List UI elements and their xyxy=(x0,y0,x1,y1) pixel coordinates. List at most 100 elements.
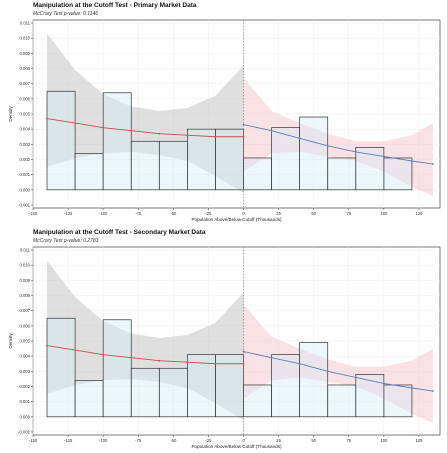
histogram-bar xyxy=(271,354,301,418)
histogram-bar xyxy=(74,153,104,191)
chart-panel-primary: Manipulation at the Cutoff Test - Primar… xyxy=(0,0,447,226)
y-tick-label: 0.003 xyxy=(20,369,31,374)
y-tick-label: 0.002 xyxy=(20,384,31,389)
y-tick-label: -0.001 xyxy=(18,202,31,207)
y-tick-label: 0.005 xyxy=(20,112,31,117)
histogram-bar xyxy=(187,128,216,191)
y-tick-label: 0.007 xyxy=(20,308,31,313)
fit-line-right-point xyxy=(326,370,329,373)
x-tick-label: 0 xyxy=(242,438,245,443)
fit-line-left-point xyxy=(158,359,161,362)
fit-line-left-point xyxy=(214,362,217,365)
fit-line-left-point xyxy=(214,135,217,138)
y-tick-label: 0.000 xyxy=(20,187,31,192)
histogram-bar xyxy=(327,157,357,191)
fit-line-right-point xyxy=(432,390,434,392)
y-tick-label: 0.004 xyxy=(20,354,31,359)
histogram-bar xyxy=(74,380,104,418)
y-tick-label: 0.011 xyxy=(20,21,31,26)
x-tick-label: 50 xyxy=(311,438,316,443)
fit-line-right-point xyxy=(382,155,385,158)
histogram-bar xyxy=(215,128,244,191)
x-tick-label: -100 xyxy=(99,211,108,216)
histogram-bar xyxy=(46,90,76,191)
x-tick-label: -75 xyxy=(135,438,142,443)
fit-line-right-point xyxy=(298,362,301,365)
y-tick-label: 0.004 xyxy=(20,127,31,132)
x-tick-label: 75 xyxy=(346,211,351,216)
x-tick-label: 125 xyxy=(415,211,423,216)
histogram-bar xyxy=(130,140,160,191)
x-tick-label: -125 xyxy=(64,211,73,216)
fit-line-right-point xyxy=(242,123,245,126)
histogram-bar xyxy=(158,367,188,418)
y-tick-label: 0.009 xyxy=(20,278,31,283)
chart-subtitle: McCrary Test p-value: 0.1146 xyxy=(33,11,99,17)
x-tick-label: 100 xyxy=(380,211,388,216)
x-tick-label: 125 xyxy=(415,438,423,443)
histogram-bar xyxy=(102,319,132,418)
y-tick-label: 0.007 xyxy=(20,81,31,86)
fit-line-right-point xyxy=(354,376,357,379)
histogram-bar xyxy=(299,342,329,418)
histogram-bar xyxy=(271,127,301,191)
x-tick-label: -125 xyxy=(64,438,73,443)
fit-line-left-point xyxy=(46,344,48,347)
fit-line-right-point xyxy=(411,160,413,162)
confidence-band-left xyxy=(47,33,244,193)
chart-title: Manipulation at the Cutoff Test - Primar… xyxy=(33,2,197,9)
y-tick-label: 0.010 xyxy=(20,263,31,268)
x-axis-label: Population Above/Below Cutoff (Thousands… xyxy=(191,444,282,449)
histogram-bar xyxy=(299,116,329,191)
fit-line-left-point xyxy=(186,361,189,364)
y-tick-label: 0.006 xyxy=(20,96,31,101)
fit-line-right-point xyxy=(298,137,301,140)
fit-line-left-point xyxy=(130,356,133,359)
confidence-band-right xyxy=(243,77,433,196)
y-tick-label: 0.002 xyxy=(20,157,31,162)
density-plot-primary: -0.001 0.000 0.001 0.002 0.003 0.004 0.005 0.00… xyxy=(8,19,441,222)
y-tick-label: 0.005 xyxy=(20,339,31,344)
fit-line-left-point xyxy=(158,132,161,135)
fit-line-right-point xyxy=(242,350,245,353)
y-tick-label: 0.008 xyxy=(20,293,31,298)
fit-line-right-point xyxy=(432,163,434,165)
histogram-bar xyxy=(215,354,244,418)
x-tick-label: -25 xyxy=(205,211,212,216)
fit-line-left-point xyxy=(242,135,245,138)
histogram-bar xyxy=(243,157,272,191)
y-tick-label: 0.000 xyxy=(20,414,31,419)
histogram-bar xyxy=(158,140,188,191)
fit-line-left-point xyxy=(46,117,48,120)
fit-line-left-point xyxy=(130,129,133,132)
chart-title: Manipulation at the Cutoff Test - Second… xyxy=(33,229,206,236)
x-tick-label: -50 xyxy=(170,438,177,443)
fit-line-right xyxy=(243,124,434,165)
x-tick-label: 25 xyxy=(276,211,281,216)
fit-line-left-point xyxy=(102,353,105,356)
fit-line-left xyxy=(46,345,244,365)
confidence-band-left xyxy=(47,260,244,420)
x-axis-label: Population Above/Below Cutoff (Thousands… xyxy=(191,217,282,222)
x-tick-label: 0 xyxy=(242,211,245,216)
fit-line-right-point xyxy=(326,144,329,147)
y-axis-label: Density xyxy=(8,106,13,122)
histogram-bar xyxy=(243,384,272,418)
fit-line-right-point xyxy=(411,387,413,389)
histogram-bar xyxy=(327,384,357,418)
histogram-bar xyxy=(355,374,385,418)
x-tick-label: -25 xyxy=(205,438,212,443)
confidence-band-right xyxy=(243,304,433,423)
fit-line-left xyxy=(46,118,244,138)
x-tick-label: -100 xyxy=(99,438,108,443)
y-tick-label: 0.010 xyxy=(20,36,31,41)
y-tick-label: 0.011 xyxy=(20,248,31,253)
fit-line-right-point xyxy=(382,382,385,385)
fit-line-left-point xyxy=(242,362,245,365)
x-tick-label: -150 xyxy=(29,211,38,216)
chart-panel-secondary: Manipulation at the Cutoff Test - Second… xyxy=(0,227,447,453)
y-tick-label: 0.008 xyxy=(20,66,31,71)
y-tick-label: 0.009 xyxy=(20,51,31,56)
x-tick-label: 75 xyxy=(346,438,351,443)
